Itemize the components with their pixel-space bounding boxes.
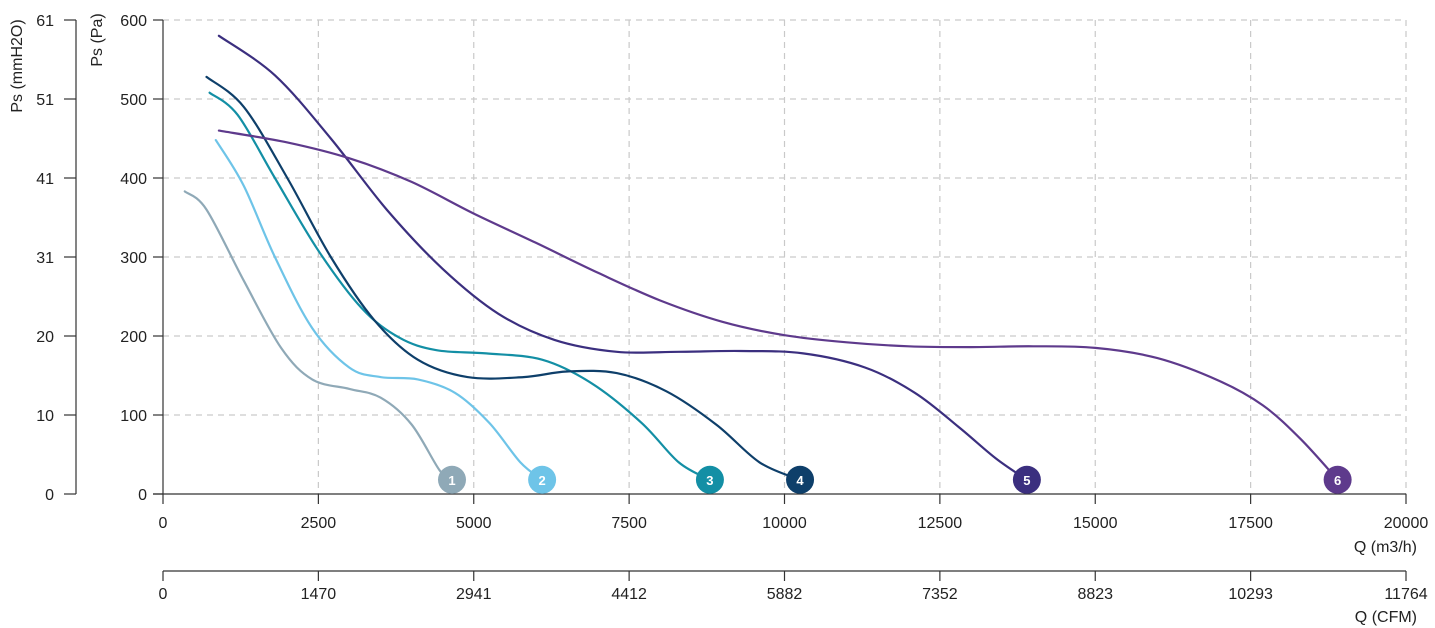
series-marker-4: [786, 465, 815, 494]
series-line-2: [214, 139, 544, 481]
x-tick-label-m3h: 20000: [1384, 515, 1429, 532]
x-tick-label-cfm: 2941: [456, 586, 492, 603]
series-markers: 1 2 3 4 5 6: [437, 465, 1352, 494]
y-axis-title-pa: Ps (Pa): [89, 13, 106, 66]
series-line-5: [217, 34, 1028, 481]
series-lines: [183, 34, 1339, 481]
series-marker-label-4: 4: [796, 473, 804, 488]
x-tick-label-m3h: 17500: [1228, 515, 1273, 532]
x-tick-label-cfm: 5882: [767, 586, 803, 603]
x-tick-label-cfm: 11764: [1384, 586, 1427, 603]
y-tick-label-pa: 200: [120, 329, 147, 346]
y-tick-label-pa: 400: [120, 171, 147, 188]
x-tick-label-cfm: 4412: [611, 586, 647, 603]
series-marker-5: [1012, 465, 1041, 494]
x-tick-label-m3h: 5000: [456, 515, 492, 532]
y-tick-label-mmh2o: 51: [36, 92, 54, 109]
y-tick-label-pa: 600: [120, 13, 147, 30]
series-marker-3: [695, 465, 724, 494]
x-tick-label-m3h: 0: [159, 515, 168, 532]
x-tick-label-m3h: 2500: [301, 515, 337, 532]
y-tick-label-pa: 0: [138, 487, 147, 504]
x-tick-label-m3h: 15000: [1073, 515, 1118, 532]
y-tick-label-mmh2o: 61: [36, 13, 54, 30]
series-marker-label-1: 1: [448, 473, 455, 488]
series-line-6: [217, 129, 1339, 481]
y-tick-label-mmh2o: 41: [36, 171, 54, 188]
series-marker-label-2: 2: [538, 473, 545, 488]
x-tick-label-cfm: 10293: [1228, 586, 1273, 603]
x-tick-label-cfm: 1470: [301, 586, 337, 603]
y-tick-label-pa: 100: [120, 408, 147, 425]
series-line-3: [208, 91, 711, 481]
series-line-4: [205, 75, 802, 481]
x-tick-label-m3h: 7500: [611, 515, 647, 532]
series-line-1: [183, 190, 454, 481]
series-marker-label-3: 3: [706, 473, 713, 488]
grid: [163, 19, 1407, 494]
y-tick-label-mmh2o: 0: [45, 487, 54, 504]
x-tick-label-cfm: 7352: [922, 586, 958, 603]
x-tick-label-m3h: 10000: [762, 515, 807, 532]
y-tick-label-pa: 500: [120, 92, 147, 109]
series-marker-label-6: 6: [1334, 473, 1341, 488]
x-tick-label-cfm: 8823: [1077, 586, 1113, 603]
x-tick-label-m3h: 12500: [918, 515, 963, 532]
x-tick-label-cfm: 0: [159, 586, 168, 603]
series-marker-2: [528, 465, 557, 494]
y-tick-label-pa: 300: [120, 250, 147, 267]
y-axis-title-mmh2o: Ps (mmH2O): [9, 19, 26, 112]
y-tick-label-mmh2o: 20: [36, 329, 54, 346]
x-axis-title-m3h: Q (m3/h): [1354, 539, 1417, 556]
series-marker-1: [437, 465, 466, 494]
series-marker-6: [1323, 465, 1352, 494]
y-tick-label-mmh2o: 10: [36, 408, 54, 425]
series-marker-label-5: 5: [1023, 473, 1030, 488]
x-axis-title-cfm: Q (CFM): [1355, 609, 1417, 626]
y-tick-label-mmh2o: 31: [36, 250, 54, 267]
